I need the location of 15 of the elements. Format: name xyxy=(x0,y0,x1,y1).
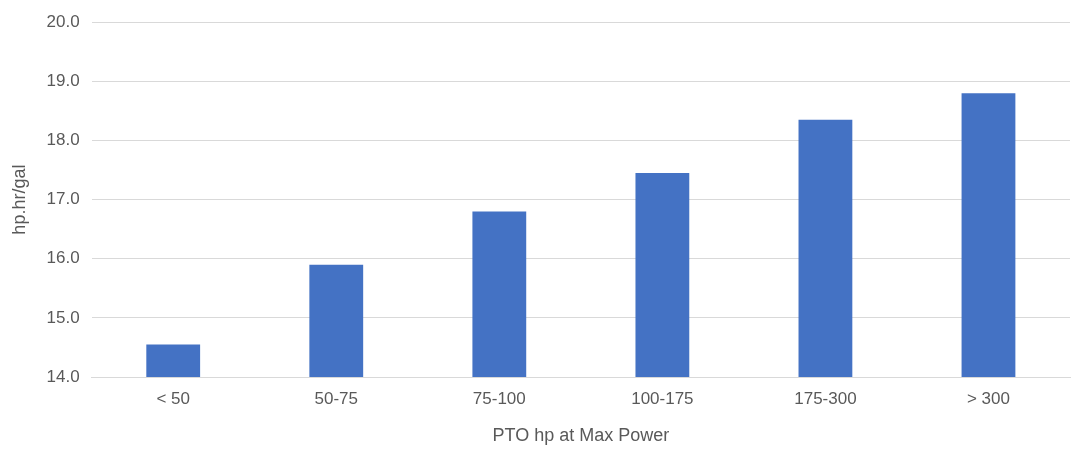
x-axis-title: PTO hp at Max Power xyxy=(492,425,670,446)
x-tick-label: 100-175 xyxy=(631,388,694,408)
x-tick-label: < 50 xyxy=(156,388,190,408)
y-tick-label: 16.0 xyxy=(46,248,80,268)
y-tick-label: 17.0 xyxy=(46,189,80,209)
y-axis-title: hp.hr/gal xyxy=(8,164,29,235)
x-tick-label: 50-75 xyxy=(314,388,359,408)
y-tick-label: 18.0 xyxy=(46,130,80,150)
y-tick-label: 15.0 xyxy=(46,307,80,327)
x-tick-label: 175-300 xyxy=(794,388,857,408)
y-tick-label: 20.0 xyxy=(46,11,80,31)
y-tick-label: 14.0 xyxy=(46,366,80,386)
y-tick-label: 19.0 xyxy=(46,71,80,91)
x-tick-label: 75-100 xyxy=(472,388,526,408)
x-tick-label: > 300 xyxy=(966,388,1010,408)
